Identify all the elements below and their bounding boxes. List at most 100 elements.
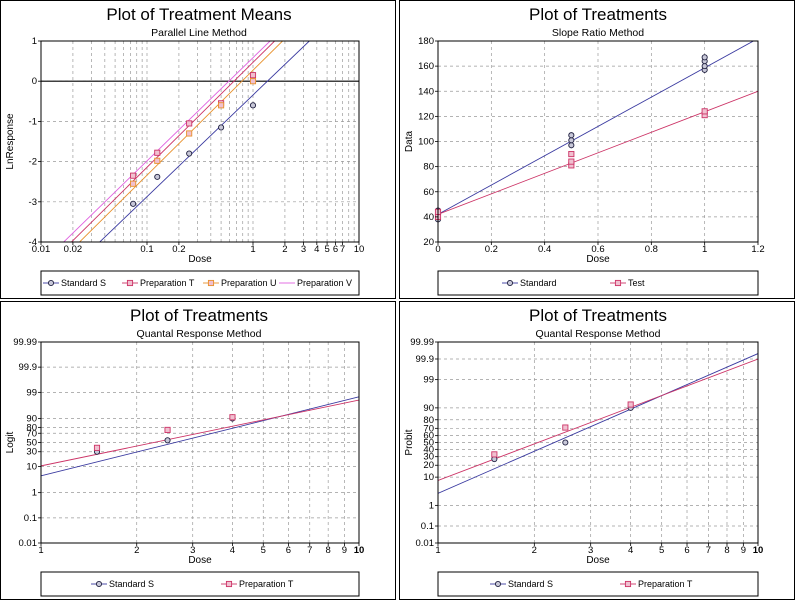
- y-axis-label: Probit: [404, 429, 415, 455]
- legend-label: Preparation T: [140, 278, 195, 288]
- legend-label: Standard S: [508, 579, 553, 589]
- y-tick-label: 99.9: [19, 362, 38, 373]
- data-points: [130, 72, 257, 207]
- fit-line-series-1: [438, 358, 758, 481]
- y-tick-label: -2: [29, 157, 37, 168]
- chart-title: Plot of Treatments: [130, 306, 268, 325]
- data-point-series-2: [186, 130, 193, 137]
- chart-panel-parallel-line: Plot of Treatment Means Parallel Line Met…: [0, 0, 396, 299]
- x-tick-label: 8: [724, 545, 729, 556]
- y-tick-label: 90: [26, 414, 37, 425]
- legend-label: Standard: [520, 278, 557, 288]
- chart-svg: Plot of Treatment Means Parallel Line Met…: [5, 5, 364, 296]
- legend-label: Standard S: [109, 579, 154, 589]
- x-tick-label: 10: [753, 545, 764, 556]
- fit-line-series-1: [41, 399, 359, 467]
- y-axis-label: Logit: [5, 431, 16, 453]
- fit-lines: [63, 41, 310, 242]
- y-tick-label: 70: [26, 428, 37, 439]
- x-tick-label: 0.6: [591, 244, 604, 255]
- y-tick-label: 40: [423, 444, 434, 455]
- y-tick-label: 99.9: [416, 354, 435, 365]
- x-tick-label: 0.2: [172, 244, 185, 255]
- data-point-series-0: [249, 102, 257, 109]
- x-tick-label: 5: [261, 545, 266, 556]
- y-axis-label: LnResponse: [5, 113, 16, 170]
- x-tick-label: 4: [628, 545, 633, 556]
- legend-box: [437, 270, 759, 296]
- x-tick-label: 0.2: [485, 244, 498, 255]
- chart-subtitle: Slope Ratio Method: [552, 27, 644, 39]
- data-point-series-2: [218, 102, 225, 109]
- legend-marker: [614, 279, 622, 287]
- y-tick-label: 60: [423, 187, 434, 198]
- data-point-series-1: [627, 401, 634, 408]
- gridlines: [41, 41, 359, 242]
- x-tick-label: 1: [702, 244, 707, 255]
- x-tick-label: 1: [38, 545, 43, 556]
- data-point-series-0: [568, 142, 575, 149]
- chart-subtitle: Quantal Response Method: [536, 328, 661, 340]
- chart-svg: Plot of Treatments Quantal Response Metho…: [404, 306, 764, 597]
- data-point-series-0: [701, 54, 708, 61]
- y-tick-label: 99.99: [410, 337, 434, 348]
- chart-title: Plot of Treatment Means: [106, 5, 291, 24]
- data-point-series-1: [491, 451, 498, 458]
- x-tick-label: 3: [588, 545, 593, 556]
- x-tick-label: 9: [741, 545, 746, 556]
- fit-lines: [438, 353, 758, 494]
- data-point-series-0: [218, 124, 225, 131]
- legend-label: Preparation U: [221, 278, 277, 288]
- legend-marker: [494, 580, 502, 588]
- x-tick-label: 7: [307, 545, 312, 556]
- chart-svg: Plot of Treatments Slope Ratio Method 0 0.2…: [404, 5, 765, 296]
- x-tick-label: 0.8: [645, 244, 658, 255]
- data-point-series-0: [568, 137, 575, 144]
- x-tick-label: 0.4: [538, 244, 551, 255]
- x-tick-label: 3: [301, 244, 306, 255]
- x-axis-label: Dose: [586, 254, 610, 265]
- x-tick-label: 7: [706, 545, 711, 556]
- x-axis-label: Dose: [188, 254, 212, 265]
- x-tick-label: 0: [435, 244, 440, 255]
- data-point-series-0: [154, 173, 161, 180]
- plot-frame: [40, 40, 360, 243]
- fit-lines: [41, 396, 359, 477]
- y-tick-label: 40: [423, 212, 434, 223]
- y-tick-label: 99.99: [13, 337, 37, 348]
- y-tick-label: 160: [418, 61, 434, 72]
- data-point-series-1: [130, 172, 137, 179]
- data-points: [93, 414, 236, 455]
- y-tick-label: 10: [423, 472, 434, 483]
- y-tick-label: 0.1: [24, 513, 37, 524]
- gridlines: [438, 41, 758, 242]
- x-tick-label: 5: [324, 244, 329, 255]
- data-point-series-0: [562, 439, 569, 446]
- x-tick-label: 7: [340, 244, 345, 255]
- y-tick-label: 1: [32, 488, 37, 499]
- fit-line-series-1: [70, 41, 275, 242]
- x-tick-label: 1: [435, 545, 440, 556]
- data-point-series-1: [701, 108, 708, 115]
- x-axis-label: Dose: [188, 555, 212, 566]
- x-tick-label: 1.2: [751, 244, 764, 255]
- legend-marker: [47, 279, 55, 287]
- y-tick-label: 99: [423, 375, 434, 386]
- legend-marker: [207, 279, 215, 287]
- y-tick-label: -1: [29, 116, 37, 127]
- y-tick-label: 20: [423, 237, 434, 248]
- chart-panel-quantal-probit: Plot of Treatments Quantal Response Metho…: [399, 301, 795, 600]
- legend-marker: [506, 279, 514, 287]
- x-tick-label: 6: [286, 545, 291, 556]
- data-point-series-1: [93, 444, 101, 451]
- chart-title: Plot of Treatments: [529, 5, 667, 24]
- y-tick-label: 0.01: [416, 538, 435, 549]
- chart-title: Plot of Treatments: [529, 306, 667, 325]
- y-tick-label: 100: [418, 137, 434, 148]
- y-tick-label: 30: [26, 447, 37, 458]
- legend-label: Test: [628, 278, 645, 288]
- data-point-series-1: [249, 72, 257, 79]
- legend-label: Standard S: [61, 278, 106, 288]
- data-point-series-0: [568, 132, 575, 139]
- chart-svg: Plot of Treatments Quantal Response Metho…: [5, 306, 364, 597]
